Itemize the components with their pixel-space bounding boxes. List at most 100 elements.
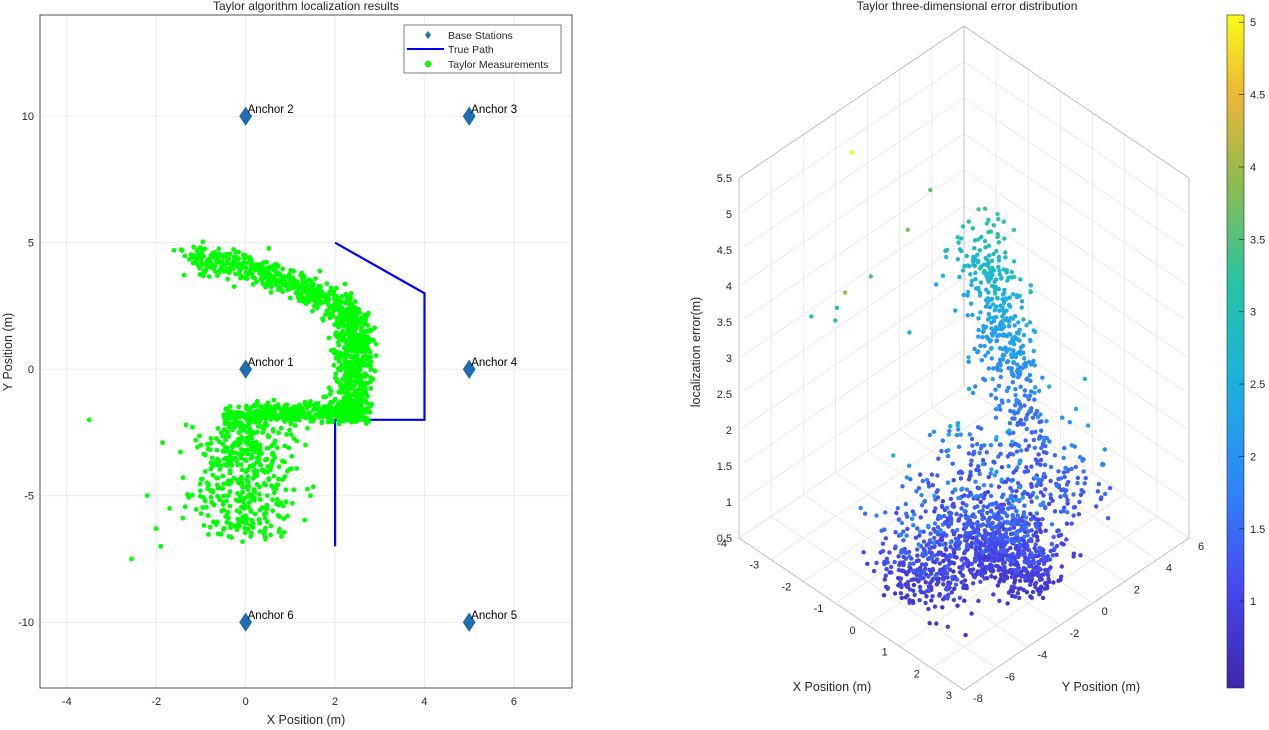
measurement-point xyxy=(220,502,226,507)
error-point xyxy=(996,568,1001,573)
measurement-point xyxy=(241,414,247,419)
error-point xyxy=(964,503,969,508)
error-point xyxy=(1033,385,1038,390)
error-point xyxy=(1056,578,1061,583)
error-point xyxy=(1041,500,1046,505)
error-point xyxy=(1029,430,1035,435)
measurement-point xyxy=(198,476,204,482)
error-point xyxy=(956,495,962,501)
error-point xyxy=(1061,455,1066,461)
measurement-point xyxy=(255,398,260,404)
3d-z-tick-label: 4.5 xyxy=(717,245,732,257)
error-point xyxy=(929,585,934,590)
measurement-point xyxy=(313,276,318,281)
wall-grid-z xyxy=(738,97,965,251)
left-y-tick-label: -5 xyxy=(24,491,34,503)
error-point xyxy=(1002,236,1007,241)
error-point xyxy=(1010,452,1016,457)
error-point xyxy=(981,270,986,275)
error-point xyxy=(1014,400,1019,405)
measurement-point xyxy=(333,371,339,377)
measurement-point xyxy=(253,448,259,454)
measurement-point xyxy=(368,403,374,409)
error-point xyxy=(1034,495,1040,500)
error-point xyxy=(943,547,949,552)
measurement-point xyxy=(205,446,211,452)
error-point xyxy=(930,594,935,599)
error-point xyxy=(940,273,946,278)
measurement-point xyxy=(270,508,276,514)
error-point xyxy=(923,509,928,514)
left-x-tick-label: 0 xyxy=(243,696,249,708)
error-point xyxy=(927,432,933,438)
error-point xyxy=(1047,384,1052,389)
error-point xyxy=(978,446,984,451)
measurement-point xyxy=(245,419,251,425)
error-point xyxy=(1031,437,1037,443)
error-point xyxy=(945,595,950,600)
anchor-label: Anchor 1 xyxy=(248,357,294,369)
measurement-point xyxy=(239,436,245,442)
3d-y-tick-label: 0 xyxy=(1102,606,1108,618)
error-point xyxy=(977,471,982,477)
error-point xyxy=(1028,575,1034,580)
error-point xyxy=(980,461,986,467)
error-point xyxy=(927,621,932,626)
measurement-point xyxy=(333,355,339,361)
error-point xyxy=(1036,559,1041,565)
error-point xyxy=(1067,420,1073,425)
measurement-point xyxy=(358,414,364,419)
measurement-point xyxy=(253,439,259,445)
measurement-point xyxy=(277,285,283,291)
error-point xyxy=(988,471,993,476)
measurement-point xyxy=(336,295,341,301)
error-point xyxy=(1102,447,1108,452)
error-point xyxy=(920,478,925,484)
measurement-point xyxy=(270,426,276,432)
error-point xyxy=(949,590,954,595)
error-point xyxy=(991,366,996,371)
measurement-point xyxy=(188,252,194,258)
error-point xyxy=(923,580,928,585)
measurement-point xyxy=(198,493,203,499)
measurement-point xyxy=(224,462,230,467)
measurement-point xyxy=(360,340,365,345)
error-point xyxy=(977,571,982,576)
error-point xyxy=(958,570,963,575)
error-point xyxy=(988,442,994,448)
measurement-point xyxy=(244,458,249,463)
measurement-point xyxy=(332,396,338,402)
error-point xyxy=(989,392,994,398)
error-point xyxy=(936,456,941,461)
error-point xyxy=(962,508,967,514)
error-point xyxy=(1069,521,1074,526)
error-point xyxy=(953,487,958,493)
anchor-label: Anchor 2 xyxy=(248,104,294,116)
error-point xyxy=(1016,320,1021,325)
error-point xyxy=(972,346,977,352)
measurement-point xyxy=(304,403,310,409)
error-point xyxy=(986,366,991,371)
error-point xyxy=(980,549,985,554)
error-point xyxy=(980,458,986,463)
left-x-tick-label: 2 xyxy=(332,696,338,708)
error-point xyxy=(969,301,974,306)
colorbar-tick-label: 3.5 xyxy=(1250,234,1265,246)
measurement-point xyxy=(336,418,342,424)
error-point xyxy=(950,574,955,580)
measurement-point xyxy=(219,261,225,266)
error-point xyxy=(994,505,999,510)
error-point xyxy=(901,568,906,574)
measurement-point xyxy=(238,455,244,461)
error-point xyxy=(985,350,991,355)
error-point xyxy=(1029,499,1034,504)
error-point xyxy=(1038,529,1044,535)
measurement-point xyxy=(268,532,273,538)
error-point xyxy=(1011,574,1017,579)
error-point xyxy=(1024,323,1029,328)
measurement-point xyxy=(353,419,359,424)
measurement-point xyxy=(246,500,252,505)
measurement-point xyxy=(265,464,271,469)
error-point xyxy=(945,453,951,459)
3d-z-tick-label: 2 xyxy=(726,425,732,437)
